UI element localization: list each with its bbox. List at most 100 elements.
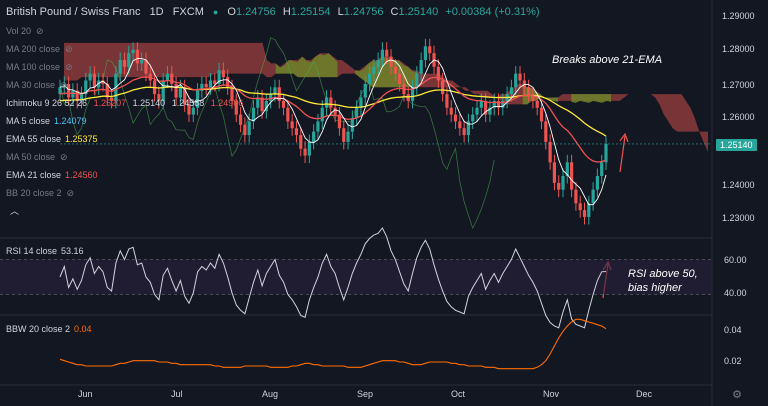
market-status-dot-icon: ● (212, 7, 219, 17)
month-label: Jun (78, 389, 93, 399)
candle-body (307, 141, 311, 156)
eye-off-icon[interactable]: ⊘ (60, 152, 68, 162)
month-label: Nov (543, 389, 560, 399)
candle-body (578, 203, 582, 211)
settings-gear-icon[interactable]: ⚙ (732, 389, 742, 401)
candle-body (522, 80, 526, 88)
rsi-legend[interactable]: RSI 14 close 53.16 (6, 246, 84, 256)
legend-ma30[interactable]: MA 30 close ⊘ (6, 80, 68, 91)
legend-ma50-label: MA 50 close (6, 152, 56, 162)
collapse-legend-icon[interactable]: ︿ (10, 206, 20, 216)
legend-ma5-label: MA 5 close (6, 116, 51, 126)
candle-body (131, 49, 135, 54)
candle-body (423, 46, 428, 60)
candle-body (260, 97, 264, 112)
price-tick: 1.26000 (722, 112, 755, 122)
candle-body (380, 49, 385, 60)
candle-body (217, 70, 221, 84)
candle-body (466, 121, 471, 136)
ohlc-l-label: L (337, 6, 344, 18)
ichimoku-cloud-bull (571, 94, 611, 103)
candle-body (587, 203, 591, 217)
candle-body (591, 189, 595, 204)
eye-off-icon[interactable]: ⊘ (60, 80, 68, 90)
candle-body (333, 107, 337, 115)
candle-body (221, 70, 225, 78)
interval[interactable]: 1D (149, 6, 164, 18)
month-label: Dec (636, 389, 653, 399)
candle-body (355, 107, 359, 118)
legend-ichimoku[interactable]: Ichimoku 9 26 52 26 1.25207 1.25140 1.24… (6, 98, 243, 108)
candle-body (441, 80, 445, 95)
candle-body (535, 100, 539, 108)
candle-body (565, 162, 569, 176)
legend-ma100-label: MA 100 close (6, 62, 61, 72)
rsi-value: 53.16 (61, 246, 84, 256)
candle-body (294, 128, 299, 136)
candle-body (92, 73, 96, 88)
candle-body (97, 80, 101, 88)
candle-body (561, 176, 565, 190)
candle-body (75, 90, 79, 101)
rsi-level-60: 60.00 (724, 255, 747, 265)
candle-body (256, 97, 260, 108)
month-label: Oct (451, 389, 466, 399)
legend-bb-label: BB 20 close 2 (6, 188, 62, 198)
candle-body (527, 87, 531, 95)
candle-body (118, 60, 122, 74)
legend-ma5[interactable]: MA 5 close 1.24079 (6, 116, 87, 126)
candle-body (329, 97, 333, 108)
ema21-value: 1.24560 (65, 170, 98, 180)
eye-off-icon[interactable]: ⊘ (66, 188, 75, 198)
candle-body (200, 83, 204, 91)
legend-vol[interactable]: Vol 20 ⊘ (6, 26, 44, 37)
eye-off-icon[interactable]: ⊘ (65, 62, 73, 72)
candle-body (531, 94, 535, 101)
candle-body (312, 131, 316, 142)
bbw-value: 0.04 (74, 324, 92, 334)
legend-ema21[interactable]: EMA 21 close 1.24560 (6, 170, 98, 180)
legend-ma100[interactable]: MA 100 close ⊘ (6, 62, 73, 73)
candle-body (376, 60, 380, 67)
month-label: Sep (357, 389, 374, 399)
ichimoku-value-2: 1.25140 (132, 98, 166, 108)
eye-off-icon[interactable]: ⊘ (65, 44, 73, 54)
candle-body (509, 87, 514, 95)
candle-body (174, 83, 178, 98)
annotation-breaks: Breaks above 21-EMA (552, 54, 663, 66)
legend-ma50[interactable]: MA 50 close ⊘ (6, 152, 68, 163)
candle-body (316, 121, 320, 132)
candle-body (71, 90, 75, 98)
candle-body (398, 73, 402, 84)
legend-ema55[interactable]: EMA 55 close 1.25375 (6, 134, 98, 144)
candle-body (122, 60, 127, 67)
annotation-rsi-line1: RSI above 50, (628, 268, 698, 280)
candle-body (157, 94, 161, 101)
legend-ichimoku-label: Ichimoku 9 26 52 26 (6, 98, 88, 108)
candle-body (161, 80, 165, 101)
price-tick: 1.23000 (722, 213, 755, 223)
candle-body (514, 73, 518, 88)
candle-body (58, 87, 62, 95)
price-tick: 1.27000 (722, 80, 755, 90)
candle-body (178, 87, 182, 98)
eye-off-icon[interactable]: ⊘ (36, 26, 44, 36)
bbw-legend[interactable]: BBW 20 close 2 0.04 (6, 324, 92, 334)
legend-bb[interactable]: BB 20 close 2 ⊘ (6, 188, 74, 199)
legend-vol-label: Vol 20 (6, 26, 32, 36)
candle-body (88, 73, 92, 81)
candle-body (79, 94, 84, 101)
legend-ma200[interactable]: MA 200 close ⊘ (6, 44, 73, 55)
symbol-name[interactable]: British Pound / Swiss Franc (6, 6, 141, 18)
last-price-tag: 1.25140 (716, 139, 757, 151)
candle-body (247, 121, 251, 136)
candle-body (570, 162, 574, 190)
candle-body (539, 107, 544, 122)
rsi-line (59, 227, 607, 329)
bbw-label: BBW 20 close 2 (6, 324, 71, 334)
candle-body (475, 107, 479, 115)
candle-body (303, 148, 307, 156)
candle-body (436, 66, 440, 81)
candle-body (324, 97, 329, 108)
